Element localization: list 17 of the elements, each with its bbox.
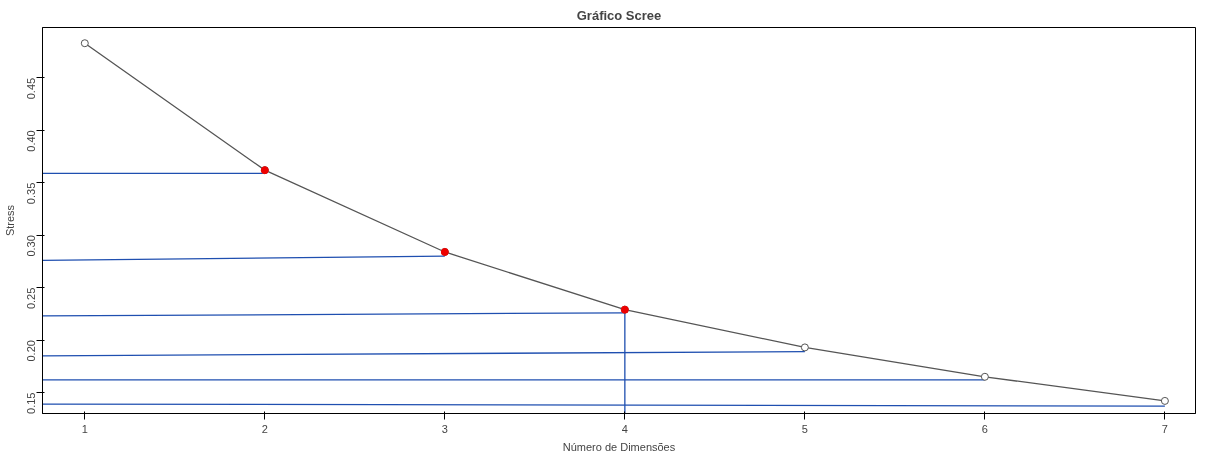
y-tick-label: 0.40 (25, 130, 38, 152)
x-tick-label: 5 (801, 422, 808, 435)
x-tick-label: 1 (81, 422, 88, 435)
y-tick-label: 0.15 (25, 392, 38, 414)
x-tick-label: 4 (621, 422, 628, 435)
x-axis-title: Número de Dimensões (562, 440, 676, 453)
y-tick-label: 0.45 (25, 77, 38, 100)
y-axis-title: Stress (3, 204, 16, 237)
chart-title: Gráfico Scree (576, 7, 662, 23)
y-tick-label: 0.30 (25, 235, 38, 257)
y-tick-label: 0.20 (25, 340, 38, 362)
x-tick-label: 2 (261, 422, 268, 435)
x-tick-label: 6 (981, 422, 988, 435)
y-tick-label: 0.25 (25, 287, 38, 310)
x-tick-label: 3 (441, 422, 448, 435)
x-tick-label: 7 (1161, 422, 1168, 435)
y-tick-label: 0.35 (25, 182, 38, 205)
